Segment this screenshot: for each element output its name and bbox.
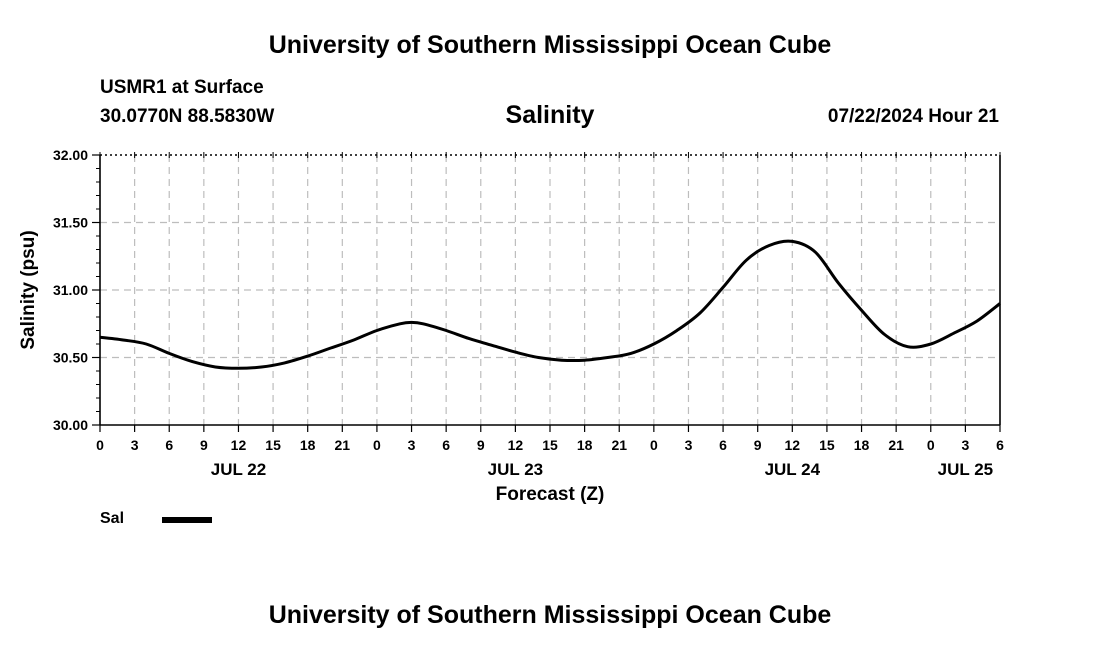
date-label: JUL 22 [211,460,266,479]
station-label: USMR1 at Surface [100,77,264,98]
x-tick-label: 18 [854,437,870,453]
date-label: JUL 23 [488,460,543,479]
coordinates-label: 30.0770N 88.5830W [100,106,275,127]
y-axis-title: Salinity (psu) [18,230,39,349]
date-label: JUL 25 [938,460,993,479]
x-tick-label: 6 [996,437,1004,453]
x-tick-label: 12 [231,437,247,453]
x-tick-label: 15 [265,437,281,453]
x-tick-label: 21 [611,437,627,453]
x-tick-label: 15 [819,437,835,453]
x-tick-label: 12 [785,437,801,453]
x-tick-label: 6 [165,437,173,453]
x-tick-label: 0 [927,437,935,453]
footer-title: University of Southern Mississippi Ocean… [268,601,832,629]
x-tick-label: 18 [577,437,593,453]
y-tick-label: 30.50 [53,350,88,366]
date-label: JUL 24 [765,460,821,479]
x-tick-label: 9 [477,437,485,453]
legend-label: Sal [100,510,125,527]
x-tick-label: 21 [335,437,351,453]
main-title: University of Southern Mississippi Ocean… [268,31,832,59]
date-labels: JUL 22 JUL 23 JUL 24 JUL 25 [211,460,993,479]
x-tick-label: 3 [131,437,139,453]
x-tick-label: 0 [373,437,381,453]
x-tick-label: 12 [508,437,524,453]
series-line-sal [99,239,1001,370]
x-tick-label: 6 [719,437,727,453]
x-tick-label: 15 [542,437,558,453]
y-tick-label: 31.00 [53,282,88,298]
variable-title: Salinity [505,101,595,129]
y-tick-label: 30.00 [53,417,88,433]
x-tick-label: 0 [96,437,104,453]
y-tick-labels: 30.00 30.50 31.00 31.50 32.00 [53,147,88,433]
x-tick-label: 21 [888,437,904,453]
x-tick-label: 3 [685,437,693,453]
legend-line-swatch [162,517,212,523]
x-tick-label: 9 [200,437,208,453]
x-tick-label: 6 [442,437,450,453]
x-axis-title: Forecast (Z) [496,484,605,505]
y-tick-label: 32.00 [53,147,88,163]
x-tick-label: 3 [961,437,969,453]
x-tick-label: 9 [754,437,762,453]
datetime-label: 07/22/2024 Hour 21 [827,106,999,127]
x-tick-label: 3 [408,437,416,453]
y-tick-label: 31.50 [53,215,88,231]
x-tick-labels: 0 3 6 9 12 15 18 21 0 3 6 9 12 15 18 21 0 3 6 9 12 15 18 21 0 3 6 [96,437,1004,453]
grid-lines [100,155,1000,425]
axis-ticks [92,152,1001,432]
x-tick-label: 0 [650,437,658,453]
x-tick-label: 18 [300,437,316,453]
